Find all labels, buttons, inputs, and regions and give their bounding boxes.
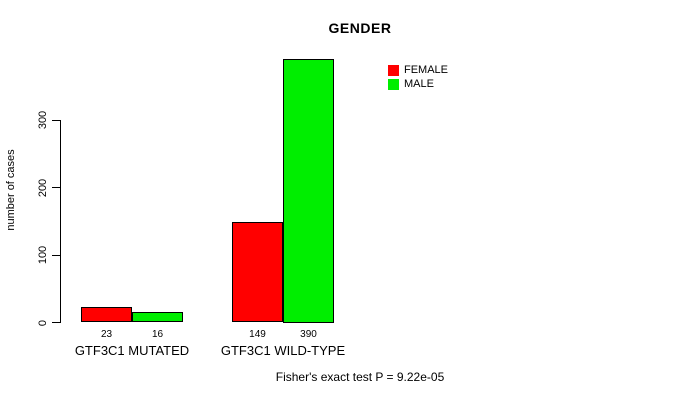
legend-row-male: MALE — [388, 78, 448, 91]
bar-male-0 — [132, 311, 183, 323]
bar-female-1 — [232, 221, 283, 323]
y-tick-mark — [52, 254, 60, 256]
legend-swatch-icon — [388, 65, 399, 76]
bar-value-label: 16 — [151, 329, 164, 340]
bar-value-label: 390 — [300, 329, 317, 340]
bar-male-1 — [283, 59, 334, 323]
y-tick-label: 100 — [37, 245, 49, 265]
y-tick-label: 200 — [37, 178, 49, 197]
legend-label: MALE — [404, 78, 434, 90]
y-axis-line — [60, 120, 61, 323]
bar-value-label: 23 — [100, 329, 113, 340]
y-tick-mark — [52, 119, 60, 121]
y-tick-label: 300 — [37, 110, 49, 130]
legend: FEMALE MALE — [388, 64, 448, 92]
chart-title: GENDER — [328, 20, 392, 36]
legend-row-female: FEMALE — [388, 64, 448, 77]
annotation-text: Fisher's exact test P = 9.22e-05 — [275, 370, 445, 384]
y-tick-mark — [52, 187, 60, 188]
y-tick-label: 0 — [37, 319, 49, 326]
y-axis-label: number of cases — [5, 149, 17, 231]
category-label-1: GTF3C1 WILD-TYPE — [220, 343, 346, 358]
legend-label: FEMALE — [404, 64, 449, 76]
category-label-0: GTF3C1 MUTATED — [74, 343, 190, 358]
legend-swatch-icon — [388, 79, 399, 90]
y-tick-mark — [52, 322, 60, 323]
bar-value-label: 149 — [249, 329, 266, 340]
bar-female-0 — [81, 306, 132, 323]
